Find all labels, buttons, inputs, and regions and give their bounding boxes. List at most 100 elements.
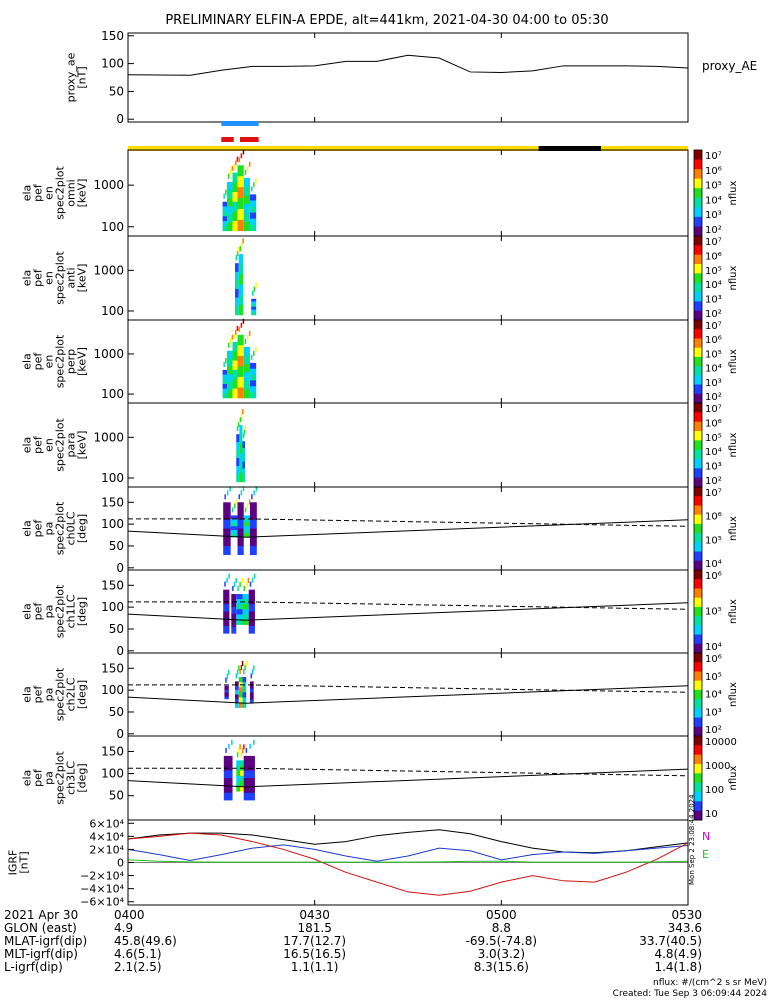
perp-heat-cell-5-1 (249, 368, 257, 375)
para-ylabel-line-0: ela (21, 437, 34, 454)
ch0LC-colorbar-label: nflux (728, 516, 739, 541)
ch1LC-heat-cell-4-4 (248, 618, 255, 627)
xaxis-row-0-value-2: 0500 (486, 908, 517, 922)
ch1LC-heat-cell-1-3 (231, 613, 237, 621)
ch0LC-heat-cell-0-3 (223, 528, 231, 538)
igrf-ytick-label-4: −2×10⁴ (80, 870, 124, 883)
ch2LC-ylabel-line-5: [deg] (76, 680, 89, 709)
anti-speck-1-0 (239, 246, 241, 252)
perp-heat-cell-1-0 (226, 350, 233, 359)
ch3LC-speck-2-2 (243, 744, 245, 750)
perp-speck-5-2 (255, 346, 257, 352)
para-ylabel-line-2: en (43, 438, 56, 452)
ch3LC-speck-0-0 (225, 747, 227, 753)
anti-speck-0-2 (238, 247, 240, 253)
omni-speck-5-1 (253, 182, 255, 188)
ch0LC-heat-cell-3-0 (243, 515, 250, 520)
igrf-ytick-label-6: −6×10⁴ (80, 896, 124, 909)
ch2LC-colorbar-cell-4 (694, 689, 702, 700)
perp-colorbar-tick-4: 10⁶ (705, 335, 722, 346)
anti-heat-cell-1-1 (238, 264, 244, 275)
perp-heat-cell-1-2 (226, 366, 233, 375)
ch3LC-heat-cell-1-5 (236, 786, 240, 792)
ch0LC-colorbar-cell-4 (694, 523, 702, 534)
omni-heat-cell-2-5 (232, 221, 238, 232)
omni-speck-1-0 (227, 173, 230, 179)
perp-heat-cell-3-3 (237, 366, 244, 378)
perp-heat-cell-4-5 (243, 389, 250, 399)
omni-heat-cell-3-4 (237, 208, 244, 221)
omni-ylabel-line-5: [keV] (76, 179, 89, 208)
ch0LC-speck-0-0 (224, 494, 226, 500)
perp-heat-cell-2-4 (232, 379, 238, 389)
para-heat-cell-0-0 (236, 434, 240, 443)
ch0LC-heat-cell-4-1 (249, 511, 257, 521)
ch0LC-colorbar-cell-8 (694, 560, 702, 571)
ch1LC-heat-cell-4-2 (248, 604, 255, 612)
igrf-series-1 (127, 844, 689, 862)
ch3LC-heat-cell-2-5 (240, 786, 244, 792)
xaxis-row-label-0: 2021 Apr 30 (4, 908, 78, 922)
para-heat-cell-1-4 (239, 462, 243, 473)
ch1LC-speck-0-1 (226, 577, 228, 583)
omni-heat-cell-4-0 (243, 177, 250, 187)
igrf-series-3 (127, 859, 689, 863)
ch1LC-ylabel-line-3: spec2plot (54, 584, 67, 638)
xaxis-row-label-3: MLT-igrf(dip) (4, 947, 78, 961)
proxy-ae-frame (127, 32, 689, 123)
para-colorbar-cell-7 (694, 468, 702, 479)
para-heat-cell-0-2 (236, 450, 240, 459)
para-colorbar-tick-2: 10⁴ (705, 447, 722, 458)
omni-ytick-label-1: 1000 (93, 178, 124, 192)
ch1LC-ylabel-line-0: ela (21, 603, 34, 620)
ch0LC-heat-cell-0-1 (223, 511, 231, 521)
ch2LC-colorbar-cell-3 (694, 680, 702, 691)
ch0LC-heat-cell-0-2 (223, 519, 231, 529)
ch2LC-heat-cell-2-0 (238, 677, 243, 683)
ch0LC-colorbar-tick-3: 10⁷ (705, 488, 722, 499)
perp-colorbar-cell-5 (694, 366, 702, 376)
perp-ytick-label-1: 1000 (93, 347, 124, 361)
perp-speck-3-2 (242, 318, 245, 324)
ch0LC-ylabel-line-2: pa (43, 522, 56, 536)
perp-colorbar-tick-3: 10⁵ (705, 349, 722, 360)
omni-ylabel-line-2: en (43, 186, 56, 200)
ch2LC-speck-3-0 (243, 669, 245, 675)
perp-heat-cell-3-1 (237, 345, 244, 357)
anti-ylabel-line-5: [keV] (76, 264, 89, 293)
perp-speck-2-1 (235, 329, 237, 335)
ch3LC-colorbar-cell-7 (694, 801, 702, 812)
perp-speck-1-0 (227, 342, 230, 348)
omni-colorbar-tick-4: 10⁶ (705, 166, 722, 177)
ch1LC-heat-cell-1-1 (231, 600, 237, 608)
ch1LC-heat-cell-1-4 (231, 620, 237, 628)
ch0LC-colorbar-cell-3 (694, 514, 702, 525)
para-heat-cell-0-5 (236, 473, 240, 483)
ch2LC-heat-cell-1-0 (235, 681, 239, 687)
ch3LC-heat-cell-0-5 (223, 792, 233, 801)
ch1LC-speck-2-1 (239, 582, 241, 588)
xaxis-row-label-4: L-igrf(dip) (4, 960, 63, 974)
anti-ylabel-line-4: anti (65, 267, 78, 288)
ch2LC-speck-1-0 (235, 673, 238, 679)
ch2LC-speck-0-1 (226, 673, 229, 679)
para-speck-2-1 (243, 429, 246, 435)
ch1LC-speck-4-0 (249, 581, 252, 587)
para-ytick-label-1: 1000 (93, 430, 124, 444)
perp-speck-1-1 (229, 338, 232, 344)
x-axis-table: 2021 Apr 30 0400 0430 0500 0530 GLON (east) 4.… (4, 908, 702, 974)
ch3LC-colorbar-tick-2: 1000 (705, 761, 730, 772)
para-heat-cell-1-5 (239, 472, 243, 483)
ch3LC-ylabel-line-5: [deg] (76, 763, 89, 792)
created-note: Created: Tue Sep 3 06:09:44 2024 (612, 989, 767, 999)
ch3LC-speck-0-1 (228, 743, 230, 749)
perp-heat-cell-2-0 (232, 341, 238, 352)
perp-ytick-label-0: 100 (101, 387, 124, 401)
proxy-ae-ytick-label-0: 0 (116, 112, 124, 126)
omni-speck-4-2 (248, 161, 251, 167)
omni-colorbar-cell-3 (694, 178, 702, 189)
ch0LC-loss-cone-line (127, 519, 689, 538)
ch2LC-heat-cell-3-0 (242, 677, 247, 683)
omni-ylabel-line-4: omni (65, 179, 78, 206)
ch2LC-speck-1-2 (238, 665, 240, 671)
